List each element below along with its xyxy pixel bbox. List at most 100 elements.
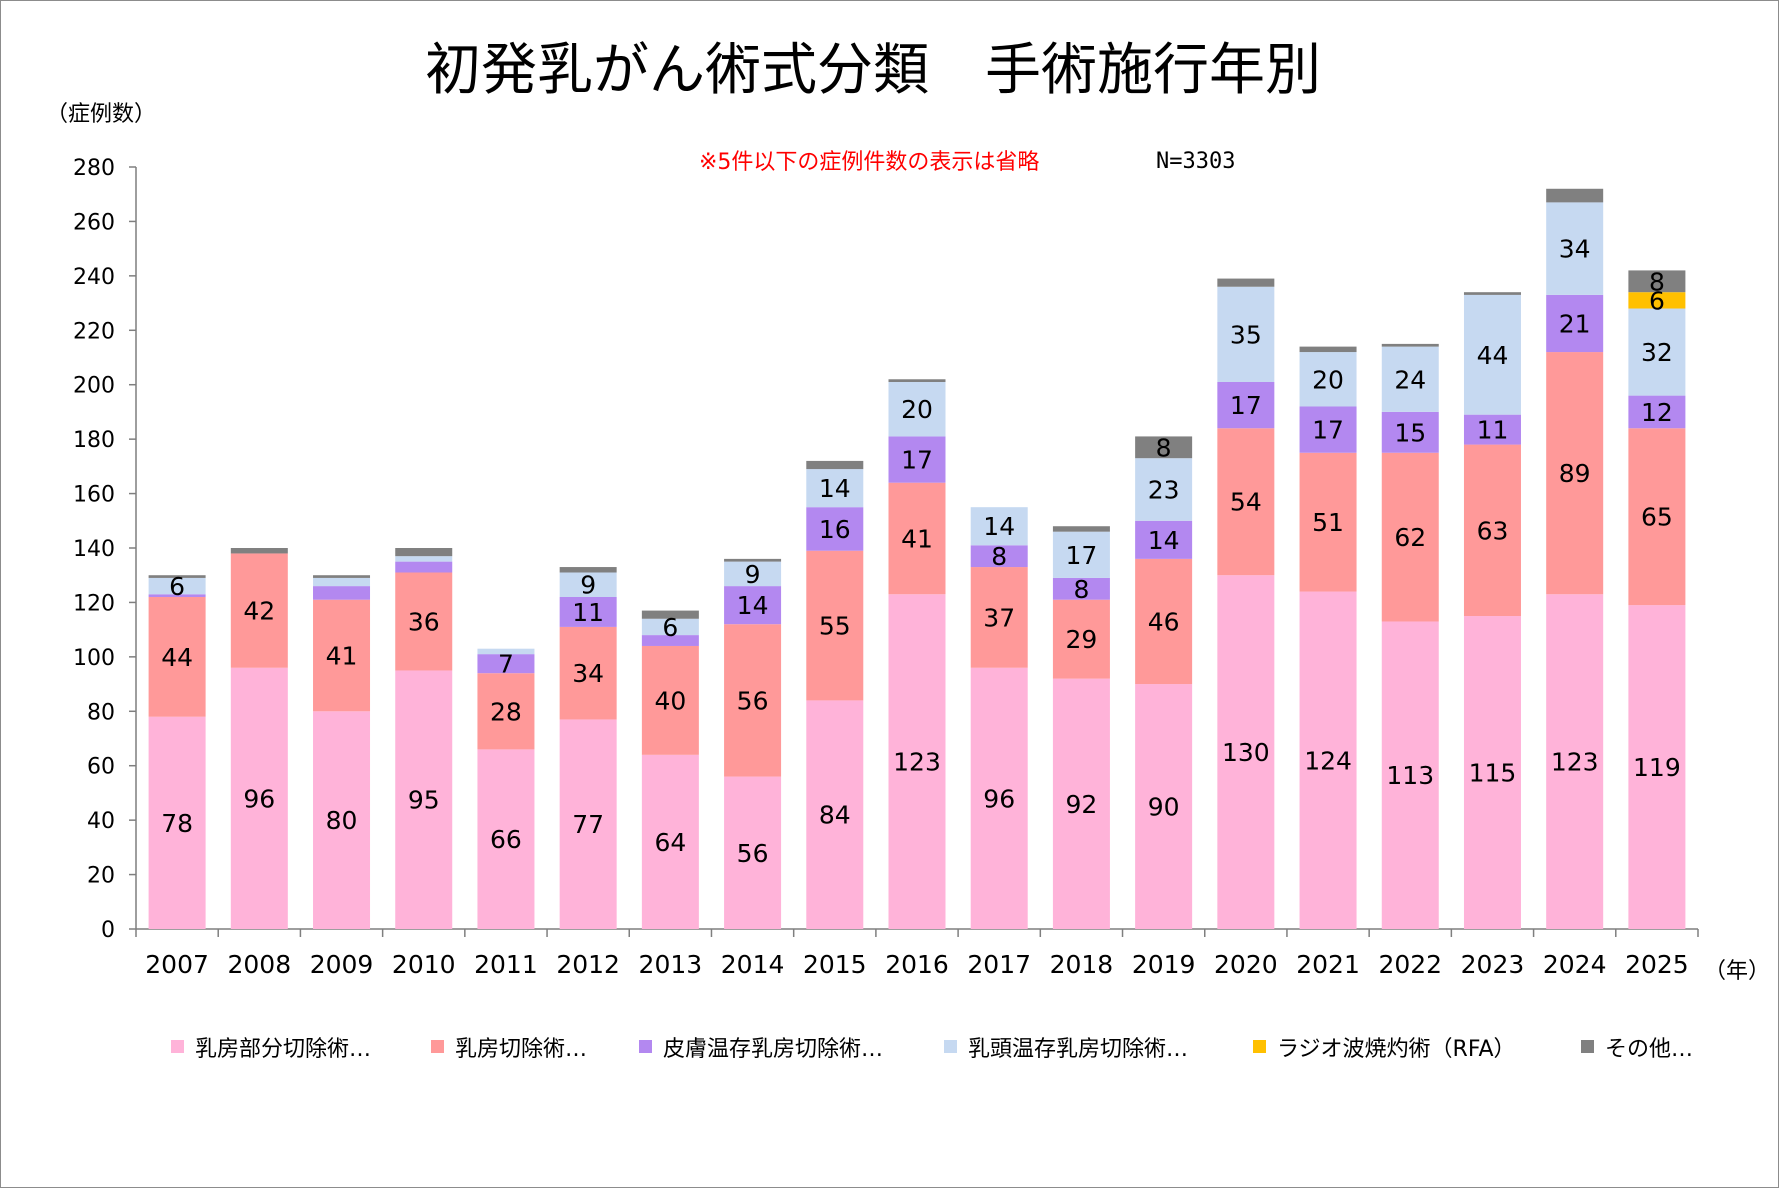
bar-segment [313,575,371,578]
bar-segment [477,654,535,674]
data-label: 42 [243,597,275,626]
axes: 0 20 40 60 80 100 120 140 160 180 200 220 240 260 280 2… [73,156,1699,979]
data-label: 20 [901,395,933,424]
data-label: 84 [819,801,851,830]
data-label: 17 [1312,416,1344,445]
bar-segment [477,673,535,750]
data-label: 35 [1230,320,1262,349]
y-tick-label: 160 [73,483,115,508]
y-tick-label: 260 [73,210,115,235]
bar-segment [641,618,699,636]
bar-segment [1628,308,1686,396]
data-label: 54 [1230,488,1262,517]
bar-segment [395,561,453,573]
bar-segment [1546,352,1604,595]
data-label: 41 [326,641,358,670]
bar-segment [559,596,617,627]
data-label: 65 [1641,503,1673,532]
data-label: 64 [654,828,686,857]
legend-label: その他… [1605,1037,1693,1062]
data-label: 8 [991,542,1007,571]
data-label: 9 [580,571,596,600]
x-tick-label: 2019 [1132,950,1196,979]
bar-segment [559,567,617,573]
x-tick-label: 2009 [310,950,374,979]
legend-swatch [639,1040,652,1053]
legend-label: 乳房部分切除術… [195,1037,371,1062]
legend-label: 乳頭温存乳房切除術… [968,1037,1188,1062]
data-label: 41 [901,524,933,553]
bar-segment [148,577,206,595]
data-label: 130 [1222,738,1270,767]
x-tick-label: 2010 [392,950,456,979]
bar-segment [1628,395,1686,429]
data-label: 96 [243,784,275,813]
y-tick-label: 60 [87,755,115,780]
legend-label: 乳房切除術… [455,1037,587,1062]
bar-segment [806,469,864,508]
bar-segment [1381,411,1439,453]
bar-segment [1217,286,1275,382]
x-tick-label: 2023 [1461,950,1525,979]
x-tick-label: 2020 [1214,950,1278,979]
data-label: 17 [901,446,933,475]
legend-label: 皮膚温存乳房切除術… [663,1037,883,1062]
bar-segment [1052,531,1110,578]
bar-segment [1381,346,1439,412]
x-tick-label: 2021 [1296,950,1360,979]
bar-segment [888,379,946,382]
bar-segment [477,749,535,929]
bar-segment [888,594,946,929]
bar-segment [313,586,371,600]
data-label: 66 [490,825,522,854]
bar-segment [1463,294,1521,415]
bar-segment [1463,616,1521,929]
bar-segment [230,667,288,929]
bar-segment [641,635,699,646]
data-label: 46 [1148,607,1180,636]
chart-note: ※5件以下の症例件数の表示は省略 [699,150,1039,175]
bar-segment [395,670,453,929]
bar-segment [1135,436,1193,459]
bar-segment [970,507,1028,546]
bar-segment [395,572,453,671]
bar-segment [1299,346,1357,353]
y-tick-label: 40 [87,809,115,834]
bar-segment [559,719,617,929]
bar-segment [641,754,699,929]
y-tick-label: 240 [73,265,115,290]
data-label: 14 [819,474,851,503]
data-label: 56 [737,839,769,868]
bar-segment [1546,294,1604,353]
data-label: 34 [572,659,604,688]
bar-segment [641,610,699,619]
data-label: 80 [326,806,358,835]
bar-segment [888,381,946,437]
bar-segment [1381,343,1439,347]
x-tick-label: 2024 [1543,950,1607,979]
bar-segment [888,482,946,595]
data-label: 92 [1066,790,1098,819]
bar-segment [1381,452,1439,622]
data-label: 6 [662,613,678,642]
y-tick-label: 0 [101,918,115,943]
bar-segment [1546,594,1604,929]
y-tick-label: 20 [87,864,115,889]
data-label: 8 [1649,267,1665,296]
data-label: 115 [1469,759,1517,788]
bar-segment [395,556,453,562]
x-tick-label: 2016 [885,950,949,979]
bar-segment [724,558,782,562]
bar-segment [1217,381,1275,429]
bar-segment [313,577,371,587]
data-label: 7 [498,650,514,679]
bar-segment [477,648,535,655]
bar-segment [1217,428,1275,576]
bars-group [148,188,1686,929]
data-label: 124 [1304,746,1352,775]
bar-segment [1135,458,1193,521]
data-label: 55 [819,612,851,641]
bar-segment [1463,414,1521,445]
bar-segment [806,550,864,701]
